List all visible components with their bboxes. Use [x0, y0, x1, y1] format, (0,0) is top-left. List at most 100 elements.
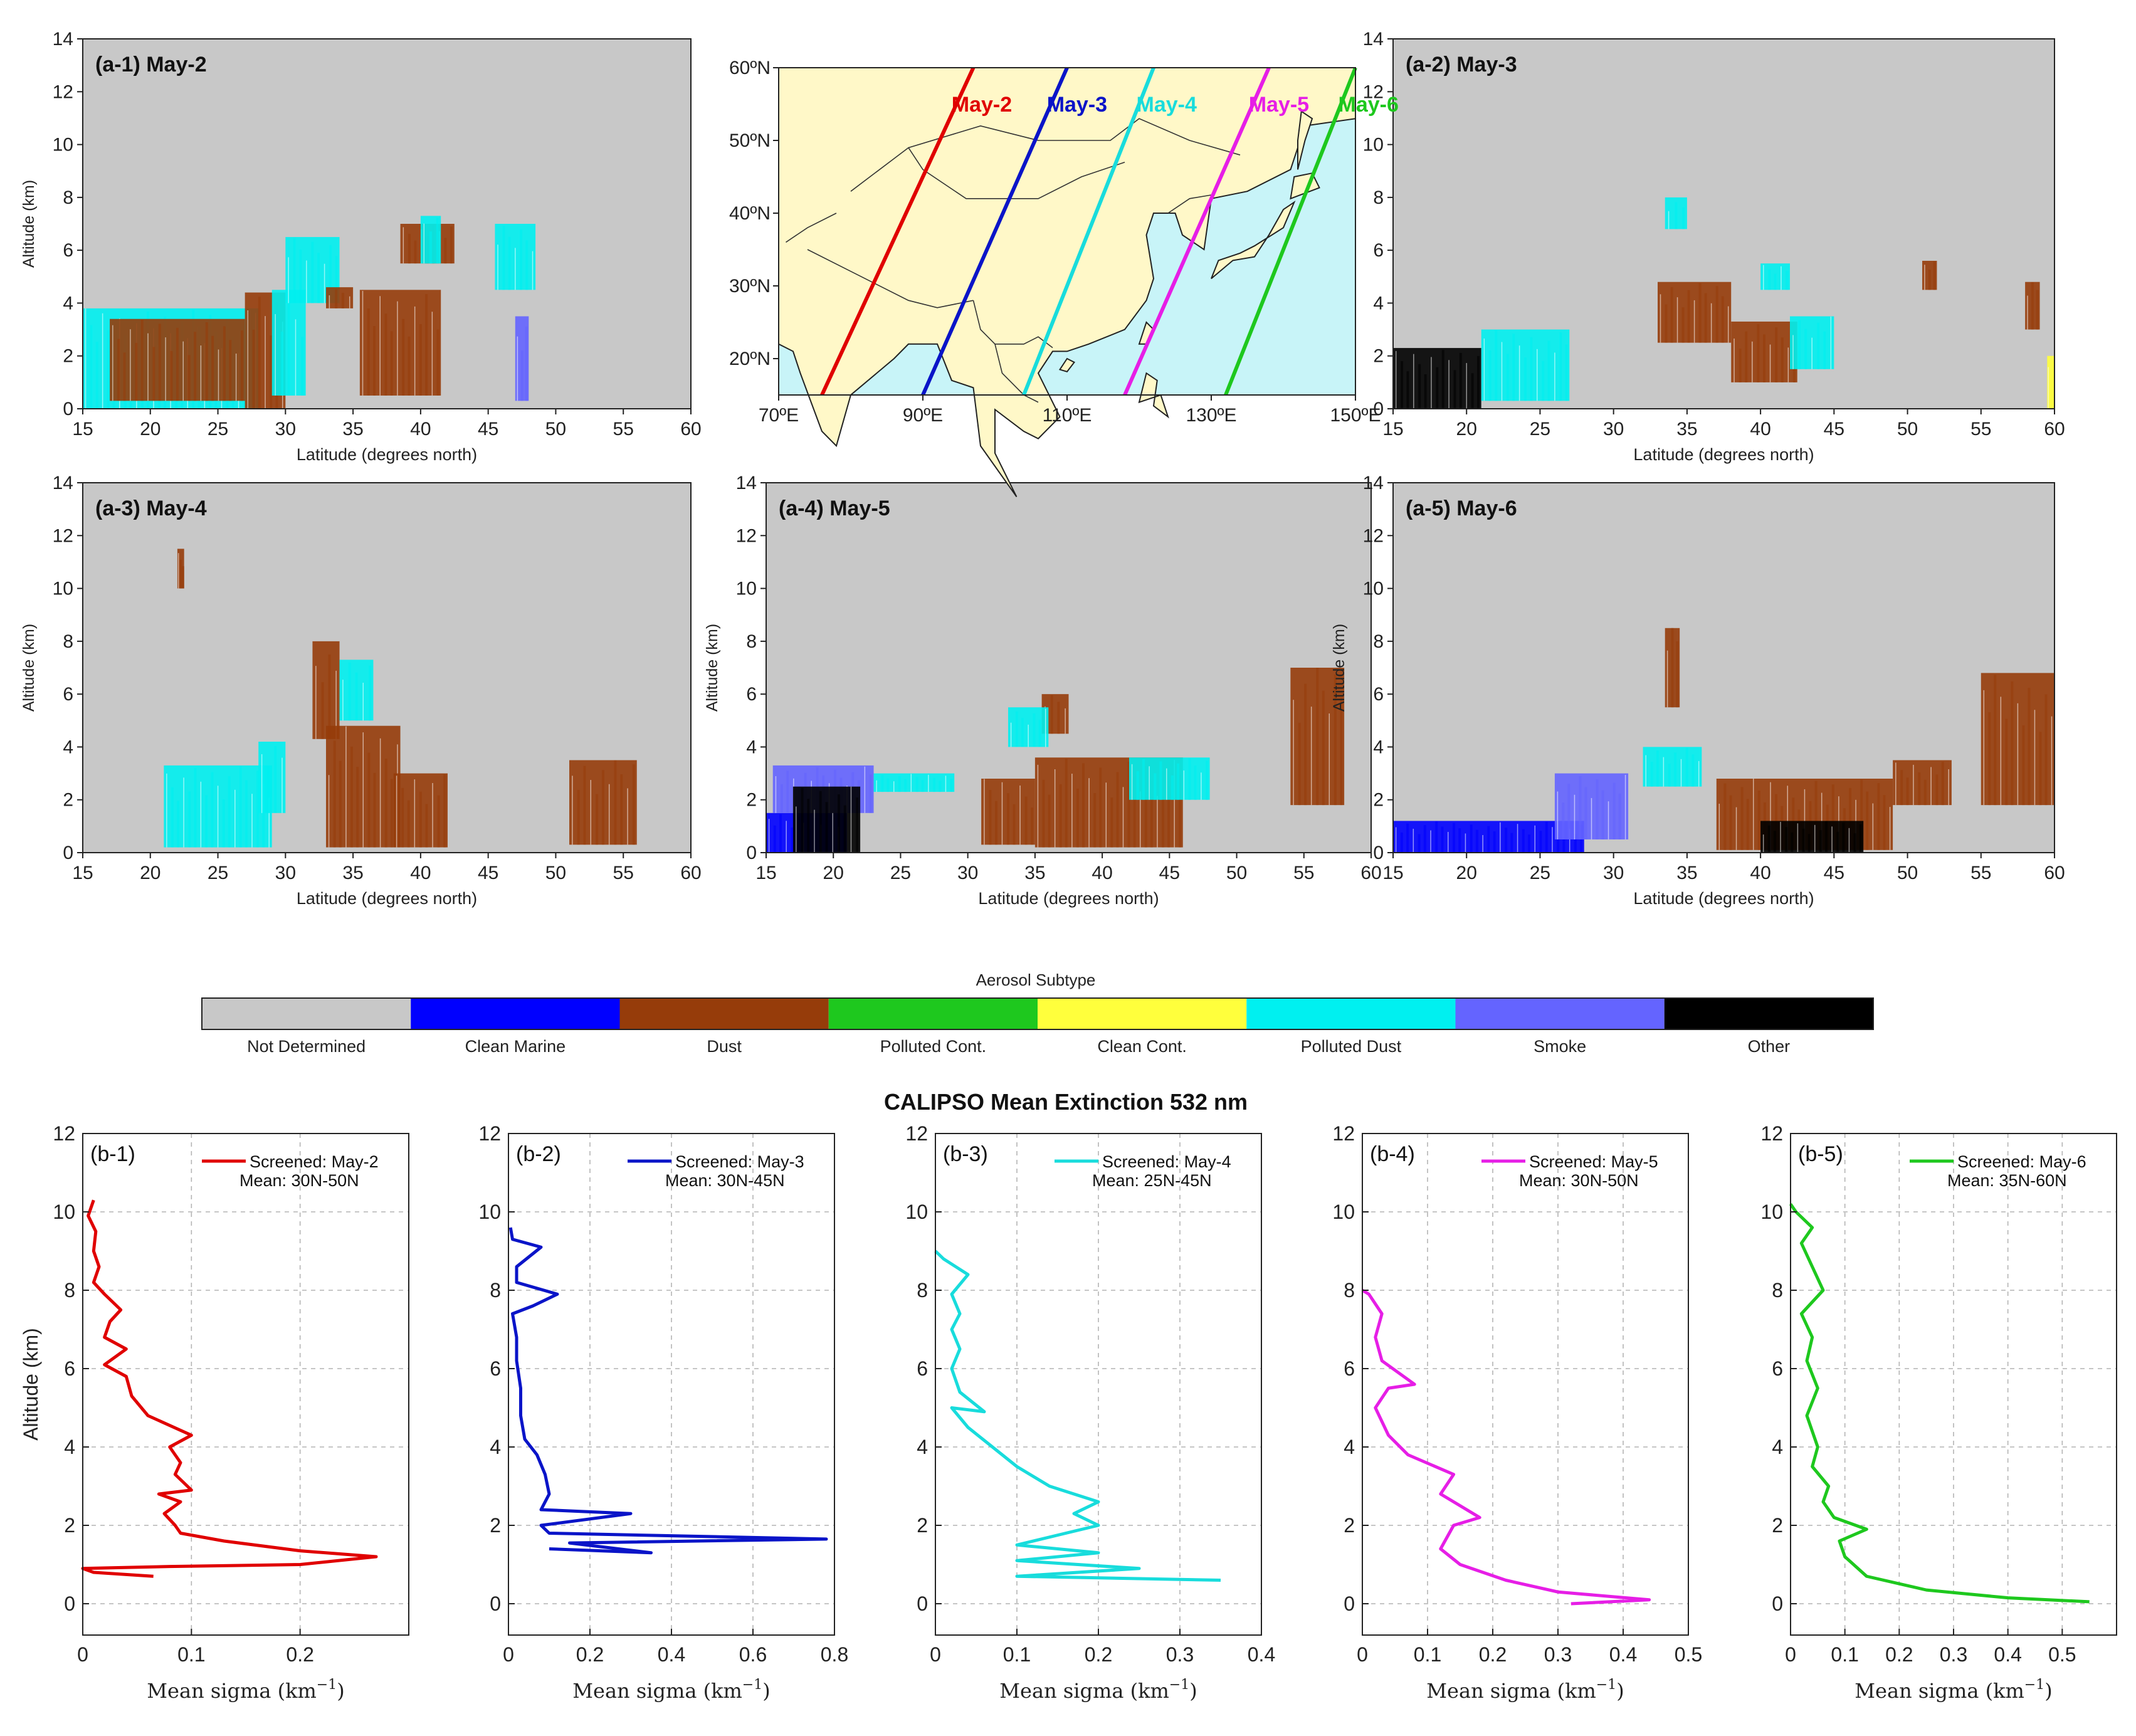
x-tick-label: 20 [140, 863, 160, 883]
x-axis-label-close: ) [1189, 1679, 1197, 1703]
aerosol-region [569, 760, 637, 845]
aerosol-colorbar: Aerosol Subtype Not Determined Clean Marin… [201, 971, 1874, 1056]
x-tick-label: 130ºE [1186, 405, 1236, 426]
aerosol-region [1665, 628, 1680, 708]
y-tick-label: 4 [746, 737, 757, 757]
panel-title: (a-2) May-3 [1406, 53, 1517, 76]
island [1211, 200, 1296, 280]
plot-frame [82, 482, 692, 853]
y-tick-label: 4 [1344, 1436, 1355, 1458]
x-axis-label-unit: −1 [1169, 1677, 1189, 1693]
extinction-profile-line [81, 1199, 378, 1578]
x-tick-label: 20 [1456, 863, 1477, 883]
x-tick-label: 0 [503, 1643, 514, 1666]
y-tick-label: 6 [746, 684, 757, 705]
country-border [908, 147, 1125, 199]
legend-label: Polluted Cont. [880, 1037, 987, 1056]
y-tick-label: 0 [746, 843, 757, 863]
x-tick-label: 50 [1897, 863, 1918, 883]
extinction-profile-line [508, 1227, 828, 1555]
y-tick-label: 12 [53, 82, 73, 102]
aerosol-region [326, 287, 354, 308]
track-label: May-6 [1339, 93, 1399, 117]
x-tick-label: 0 [1357, 1643, 1368, 1666]
x-tick-label: 30 [275, 419, 296, 439]
x-tick-label: 35 [1676, 863, 1697, 883]
x-tick-label: 60 [1360, 863, 1381, 883]
x-tick-label: 60 [680, 863, 701, 883]
extinction-profile-line [1361, 1288, 1651, 1606]
y-tick-label: 14 [53, 473, 73, 493]
y-tick-label: 10 [1760, 1201, 1783, 1223]
y-tick-label: 0 [64, 1592, 75, 1615]
track-line [820, 66, 976, 396]
extinction-profile-line [1789, 1203, 2090, 1604]
y-tick-label: 6 [1373, 684, 1384, 705]
aerosol-region [873, 773, 955, 792]
y-tick-label: 10 [1363, 135, 1384, 155]
x-tick-label: 15 [1382, 863, 1403, 883]
x-axis-label-close: ) [762, 1679, 770, 1703]
track-label: May-4 [1137, 93, 1197, 117]
x-tick-label: 150ºE [1330, 405, 1381, 426]
legend-mean-label: Mean: 35N-60N [1947, 1171, 2067, 1190]
aerosol-region [1290, 668, 1345, 806]
legend-label: Not Determined [247, 1037, 366, 1056]
y-tick-label: 14 [1363, 29, 1384, 50]
panel-title: (a-1) May-2 [95, 53, 207, 76]
legend-label: Polluted Dust [1301, 1037, 1402, 1056]
y-tick-label: 40ºN [729, 203, 771, 224]
track-line [1224, 66, 1357, 396]
x-tick-label: 20 [823, 863, 844, 883]
legend-swatch [202, 998, 411, 1029]
y-tick-label: 0 [490, 1592, 501, 1615]
x-tick-label: 0.5 [2048, 1643, 2076, 1666]
aerosol-region [1665, 197, 1687, 229]
legend-item: Polluted Dust [1246, 998, 1456, 1056]
aerosol-region [1393, 821, 1584, 853]
country-border [807, 249, 974, 308]
y-tick-label: 14 [1363, 473, 1384, 493]
legend-item: Clean Cont. [1038, 998, 1247, 1056]
y-tick-label: 6 [917, 1357, 928, 1380]
x-tick-label: 0.2 [286, 1643, 313, 1666]
aerosol-region [1643, 747, 1702, 787]
legend-swatch [1038, 998, 1247, 1029]
x-tick-label: 0.4 [658, 1643, 685, 1666]
x-tick-label: 35 [342, 419, 363, 439]
y-tick-label: 8 [64, 1279, 75, 1302]
aerosol-region [1393, 348, 1481, 409]
x-axis-label-unit: −1 [742, 1677, 762, 1693]
y-tick-label: 0 [1373, 399, 1384, 419]
panel-label: (b-5) [1798, 1142, 1843, 1166]
aerosol-region [258, 742, 286, 813]
aerosol-region [1554, 773, 1629, 839]
y-tick-label: 8 [1373, 187, 1384, 208]
legend-mean-label: Mean: 25N-45N [1092, 1171, 1212, 1190]
y-tick-label: 4 [64, 1436, 75, 1458]
legend-label: Dust [707, 1037, 742, 1056]
x-tick-label: 0.1 [1831, 1643, 1858, 1666]
track-label: May-5 [1249, 93, 1309, 117]
x-axis-label-close: ) [2044, 1679, 2052, 1703]
x-tick-label: 0.5 [1675, 1643, 1702, 1666]
y-tick-label: 12 [736, 525, 757, 546]
legend-series-label: Screened: May-5 [1529, 1152, 1658, 1171]
y-tick-label: 8 [490, 1279, 501, 1302]
aerosol-block [1760, 821, 1864, 853]
y-tick-label: 6 [490, 1357, 501, 1380]
legend-item: Clean Marine [411, 998, 620, 1056]
x-axis-label: Mean sigma (km−1) [1855, 1677, 2052, 1703]
y-tick-label: 12 [1332, 1122, 1355, 1145]
x-axis-label: Mean sigma (km−1) [999, 1677, 1197, 1703]
x-tick-label: 55 [1970, 863, 1991, 883]
x-tick-label: 50 [1226, 863, 1247, 883]
aerosol-region [420, 216, 441, 264]
x-tick-label: 0.8 [821, 1643, 848, 1666]
x-tick-label: 0.4 [1248, 1643, 1275, 1666]
panel-label: (b-2) [516, 1142, 561, 1166]
aerosol-region [1008, 707, 1049, 747]
legend-mean-label: Mean: 30N-45N [665, 1171, 785, 1190]
x-tick-label: 40 [1750, 863, 1770, 883]
